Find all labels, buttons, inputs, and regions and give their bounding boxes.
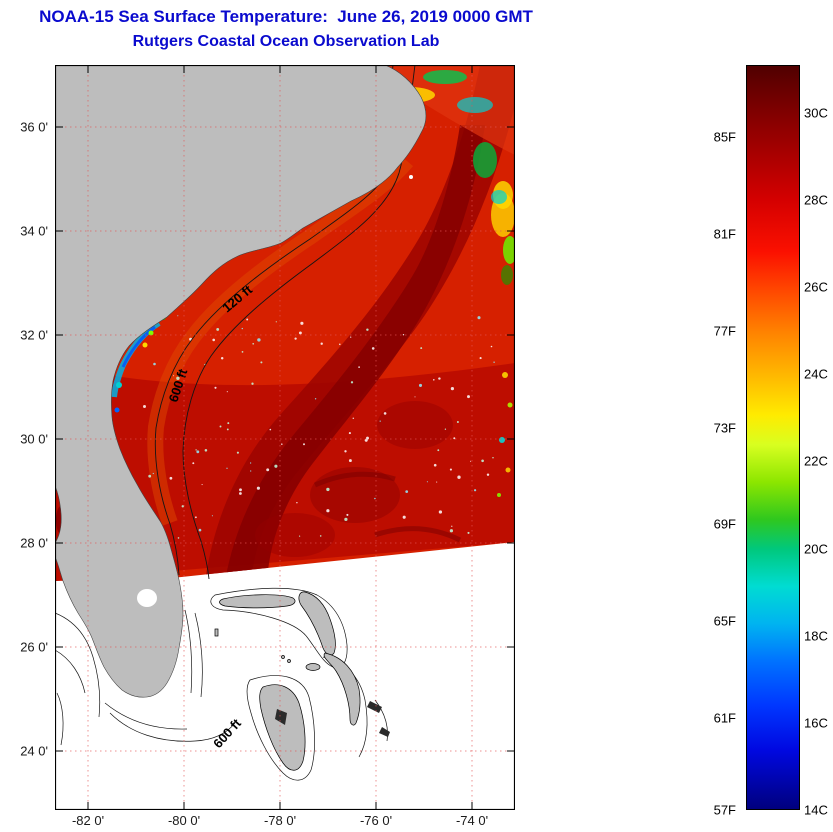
celsius-label: 24C — [804, 366, 828, 382]
y-axis-label: 36 0' — [20, 119, 48, 135]
lake-okeechobee — [137, 589, 157, 607]
fahrenheit-label: 85F — [713, 129, 736, 145]
colorbar-gradient — [746, 65, 800, 810]
colorbar-bar — [746, 65, 800, 810]
x-axis-label: -82 0' — [71, 813, 105, 828]
andros — [259, 684, 306, 771]
fahrenheit-label: 65F — [713, 613, 736, 629]
y-axis-label: 30 0' — [20, 431, 48, 447]
coastline — [55, 65, 427, 698]
fahrenheit-label: 57F — [713, 802, 736, 818]
x-axis: -82 0' -80 0' -78 0' -76 0' -74 0' — [55, 813, 515, 831]
colorbar-fahrenheit-scale: 85F 81F 77F 73F 69F 65F 61F 57F — [692, 65, 740, 818]
celsius-label: 20C — [804, 541, 828, 557]
celsius-label: 14C — [804, 802, 828, 818]
bahamas-islands — [214, 591, 390, 771]
sst-map: 120 ft 600 ft 600 ft — [55, 65, 515, 810]
eleuthera — [323, 652, 361, 726]
y-axis-label: 32 0' — [20, 327, 48, 343]
page-subtitle: Rutgers Coastal Ocean Observation Lab — [132, 33, 440, 50]
colorbar-celsius-scale: 30C 28C 26C 24C 22C 20C 18C 16C 14C — [804, 65, 833, 817]
x-axis-label: -76 0' — [359, 813, 393, 828]
map-border — [55, 65, 515, 810]
land-region — [55, 65, 427, 698]
celsius-label: 18C — [804, 628, 828, 644]
fahrenheit-label: 73F — [713, 420, 736, 436]
celsius-label: 30C — [804, 105, 828, 121]
celsius-label: 26C — [804, 279, 828, 295]
new-providence — [305, 663, 321, 671]
celsius-label: 16C — [804, 715, 828, 731]
cloud-speckles — [143, 314, 495, 539]
x-axis-label: -74 0' — [455, 813, 489, 828]
colorbar — [746, 65, 800, 810]
y-axis: 36 0' 34 0' 32 0' 30 0' 28 0' 26 0' 24 0' — [4, 65, 50, 810]
grand-bahama — [219, 594, 296, 609]
fahrenheit-label: 77F — [713, 323, 736, 339]
y-axis-label: 34 0' — [20, 223, 48, 239]
x-axis-label: -78 0' — [263, 813, 297, 828]
axis-ticks — [55, 65, 515, 810]
gulf-stream-core — [225, 125, 485, 581]
fahrenheit-label: 81F — [713, 226, 736, 242]
y-axis-label: 26 0' — [20, 639, 48, 655]
bimini — [214, 628, 219, 637]
contour-600ft — [182, 65, 416, 580]
grid-lines — [55, 65, 515, 810]
map-container: 120 ft 600 ft 600 ft — [55, 65, 515, 810]
x-axis-label: -80 0' — [167, 813, 201, 828]
y-axis-label: 28 0' — [20, 535, 48, 551]
celsius-label: 28C — [804, 192, 828, 208]
celsius-label: 22C — [804, 453, 828, 469]
fahrenheit-label: 61F — [713, 710, 736, 726]
fahrenheit-label: 69F — [713, 516, 736, 532]
page-title: NOAA-15 Sea Surface Temperature: June 26… — [39, 7, 533, 26]
y-axis-label: 24 0' — [20, 743, 48, 759]
